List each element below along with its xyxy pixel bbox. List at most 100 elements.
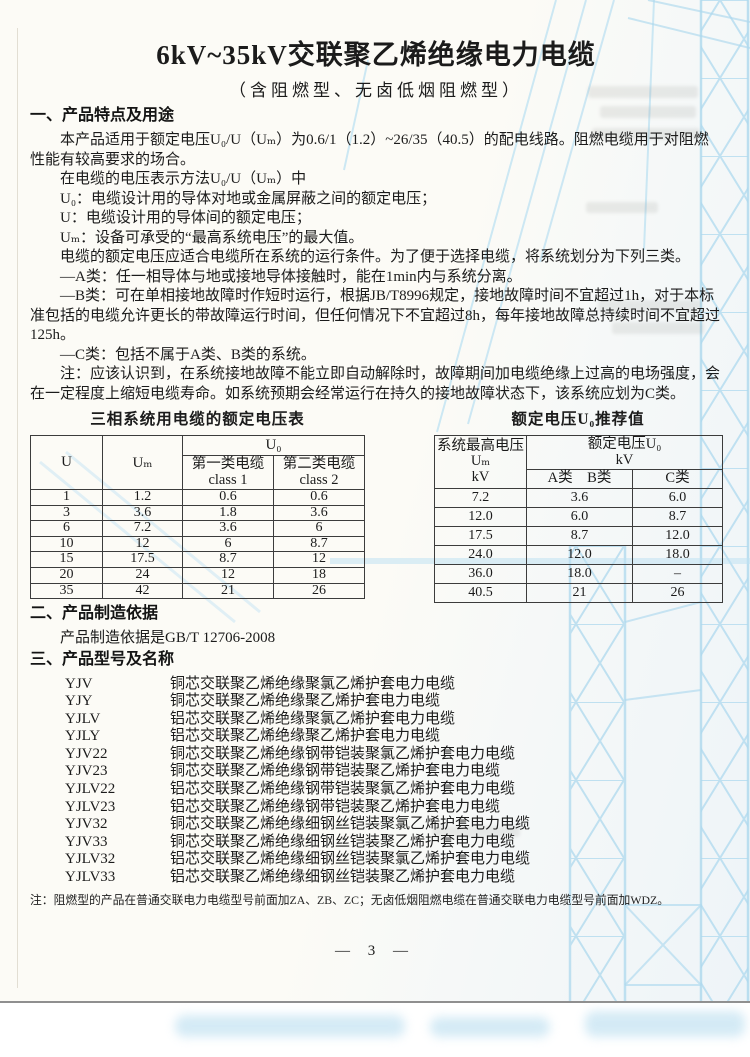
model-code: YJLV33 bbox=[65, 869, 116, 886]
table-cell: 12.0 bbox=[526, 544, 633, 565]
page-subtitle: （含阻燃型、无卤低烟阻燃型） bbox=[229, 81, 523, 100]
model-name: 铜芯交联聚乙烯绝缘聚乙烯护套电力电缆 bbox=[170, 693, 441, 710]
table-cell: 3.6 bbox=[273, 504, 365, 522]
table-cell: 12 bbox=[273, 551, 365, 568]
table-cell: 42 bbox=[102, 582, 183, 600]
table-cell: 7.2 bbox=[434, 487, 527, 508]
tables-row: 三相系统用电缆的额定电压表 U Uₘ U₀ 第一类电缆 class 1 第二类电… bbox=[30, 410, 723, 603]
model-code: YJV22 bbox=[65, 745, 108, 762]
model-list-item: YJLV22 铝芯交联聚乙烯绝缘钢带铠装聚氯乙烯护套电力电缆 bbox=[30, 781, 722, 799]
model-list-item: YJLV 铝芯交联聚乙烯绝缘聚氯乙烯护套电力电缆 bbox=[30, 711, 722, 729]
table-cell: 17.5 bbox=[434, 525, 527, 546]
table-row: 36.0 18.0 – bbox=[434, 563, 723, 584]
table-cell: 3.6 bbox=[182, 520, 274, 537]
bleed-through-smudge bbox=[592, 128, 700, 140]
col-header-class2: 第二类电缆 class 2 bbox=[273, 455, 365, 490]
model-list-item: YJV22 铜芯交联聚乙烯绝缘钢带铠装聚氯乙烯护套电力电缆 bbox=[30, 746, 722, 764]
model-list-item: YJLV33 铝芯交联聚乙烯绝缘细钢丝铠装聚乙烯护套电力电缆 bbox=[30, 869, 722, 887]
model-code: YJLV22 bbox=[65, 781, 116, 798]
next-page-blur bbox=[175, 1015, 405, 1037]
table-cell: 6 bbox=[182, 535, 274, 553]
table-cell: 10 bbox=[30, 535, 103, 553]
model-code: YJLV23 bbox=[65, 798, 116, 815]
next-page-blur bbox=[430, 1017, 550, 1037]
model-list-item: YJV32 铜芯交联聚乙烯绝缘细钢丝铠装聚氯乙烯护套电力电缆 bbox=[30, 816, 722, 834]
table-cell: 3.6 bbox=[102, 504, 183, 522]
model-code: YJY bbox=[65, 693, 93, 710]
paragraph: —B类：可在单相接地故障时作短时运行，根据JB/T8996规定，接地故障时间不宜… bbox=[30, 288, 721, 343]
model-name: 铜芯交联聚乙烯绝缘细钢丝铠装聚乙烯护套电力电缆 bbox=[170, 833, 516, 850]
paragraph: —A类：任一相导体与地或接地导体接触时，能在1min内与系统分离。 bbox=[60, 268, 522, 285]
model-name: 铝芯交联聚乙烯绝缘细钢丝铠装聚氯乙烯护套电力电缆 bbox=[170, 851, 531, 868]
col-header-rated-u0: 额定电压U₀ kV bbox=[526, 435, 723, 470]
col-header-class-ab: A类 B类 bbox=[526, 469, 633, 489]
model-name: 铝芯交联聚乙烯绝缘聚乙烯护套电力电缆 bbox=[170, 728, 441, 745]
table-cell: 8.7 bbox=[632, 506, 723, 527]
page-number: — 3 — bbox=[335, 943, 415, 959]
table-cell: 7.2 bbox=[102, 520, 183, 537]
model-code: YJV33 bbox=[65, 833, 108, 850]
paragraph: U：电缆设计用的导体间的额定电压； bbox=[60, 210, 311, 226]
table-cell: 0.6 bbox=[273, 489, 365, 506]
three-phase-voltage-table-block: 三相系统用电缆的额定电压表 U Uₘ U₀ 第一类电缆 class 1 第二类电… bbox=[30, 410, 365, 603]
table-cell: 1.8 bbox=[182, 504, 274, 522]
table-cell: 6.0 bbox=[526, 506, 633, 527]
table-cell: 26 bbox=[273, 582, 365, 600]
table-cell: 35 bbox=[30, 582, 103, 600]
model-name: 铜芯交联聚乙烯绝缘细钢丝铠装聚氯乙烯护套电力电缆 bbox=[170, 816, 531, 833]
col-header-um: Uₘ bbox=[102, 435, 183, 490]
table-cell: 36.0 bbox=[434, 563, 527, 584]
table-cell: 18.0 bbox=[632, 544, 723, 565]
table-cell: 6 bbox=[273, 520, 365, 537]
paper-fold-line bbox=[17, 28, 18, 988]
table-cell: 3 bbox=[30, 504, 103, 522]
three-phase-voltage-table: U Uₘ U₀ 第一类电缆 class 1 第二类电缆 class 2 1 1.… bbox=[30, 435, 365, 600]
table-row: 6 7.2 3.6 6 bbox=[30, 520, 365, 537]
table-cell: 8.7 bbox=[526, 525, 633, 546]
table-cell: 26 bbox=[632, 582, 723, 603]
scanned-page: 6kV~35kV交联聚乙烯绝缘电力电缆 （含阻燃型、无卤低烟阻燃型） 一、产品特… bbox=[0, 0, 750, 1003]
table-cell: 18 bbox=[273, 566, 365, 584]
model-name: 铜芯交联聚乙烯绝缘钢带铠装聚乙烯护套电力电缆 bbox=[170, 763, 501, 780]
table-row: 15 17.5 8.7 12 bbox=[30, 551, 365, 568]
table-cell: 1.2 bbox=[102, 489, 183, 506]
model-code: YJLV bbox=[65, 710, 101, 727]
model-name: 铜芯交联聚乙烯绝缘聚氯乙烯护套电力电缆 bbox=[170, 675, 456, 692]
model-list-item: YJLV23 铝芯交联聚乙烯绝缘钢带铠装聚乙烯护套电力电缆 bbox=[30, 799, 722, 817]
paragraph: U₀：电缆设计用的导体对地或金属屏蔽之间的额定电压； bbox=[60, 190, 437, 207]
paragraph: 本产品适用于额定电压U₀/U（Uₘ）为0.6/1（1.2）~26/35（40.5… bbox=[30, 132, 709, 168]
table-caption-right: 额定电压U₀推荐值 bbox=[511, 411, 645, 428]
model-list-item: YJV 铜芯交联聚乙烯绝缘聚氯乙烯护套电力电缆 bbox=[30, 676, 722, 694]
table-row: 7.2 3.6 6.0 bbox=[434, 487, 723, 508]
table-cell: – bbox=[632, 563, 723, 584]
table-cell: 18.0 bbox=[526, 563, 633, 584]
bleed-through-smudge bbox=[612, 322, 704, 334]
col-header-class1: 第一类电缆 class 1 bbox=[182, 455, 274, 490]
scan-background bbox=[0, 1003, 750, 1057]
table-cell: 6 bbox=[30, 520, 103, 537]
paragraph: Uₘ：设备可承受的“最高系统电压”的最大值。 bbox=[60, 229, 364, 246]
bleed-through-smudge bbox=[588, 86, 698, 98]
bleed-through-smudge bbox=[598, 300, 702, 312]
model-list-item: YJV33 铜芯交联聚乙烯绝缘细钢丝铠装聚乙烯护套电力电缆 bbox=[30, 834, 722, 852]
paragraph: —C类：包括不属于A类、B类的系统。 bbox=[60, 346, 316, 363]
table-cell: 0.6 bbox=[182, 489, 274, 506]
table-cell: 6.0 bbox=[632, 487, 723, 508]
model-list-item: YJY 铜芯交联聚乙烯绝缘聚乙烯护套电力电缆 bbox=[30, 693, 722, 711]
table-caption-left: 三相系统用电缆的额定电压表 bbox=[90, 411, 305, 428]
section-heading-features: 一、产品特点及用途 bbox=[30, 107, 175, 124]
table-cell: 15 bbox=[30, 551, 103, 568]
paragraph: 注：应该认识到，在系统接地故障不能立即自动解除时，故障期间加电缆绝缘上过高的电场… bbox=[30, 366, 721, 402]
table-row: 17.5 8.7 12.0 bbox=[434, 525, 723, 546]
recommended-voltage-table: 系统最高电压Uₘ kV 额定电压U₀ kV A类 B类 C类 7.2 3.6 6… bbox=[434, 435, 723, 603]
bleed-through-smudge bbox=[586, 202, 658, 213]
model-code: YJV23 bbox=[65, 763, 108, 780]
section-heading-models: 三、产品型号及名称 bbox=[30, 650, 175, 668]
table-row: 1 1.2 0.6 0.6 bbox=[30, 489, 365, 506]
table-cell: 40.5 bbox=[434, 582, 527, 603]
model-code: YJLY bbox=[65, 728, 101, 745]
model-code: YJV bbox=[65, 675, 93, 692]
bleed-through-smudge bbox=[600, 106, 696, 118]
col-header-class-c: C类 bbox=[632, 469, 723, 489]
page-content: 6kV~35kV交联聚乙烯绝缘电力电缆 （含阻燃型、无卤低烟阻燃型） 一、产品特… bbox=[30, 40, 723, 959]
